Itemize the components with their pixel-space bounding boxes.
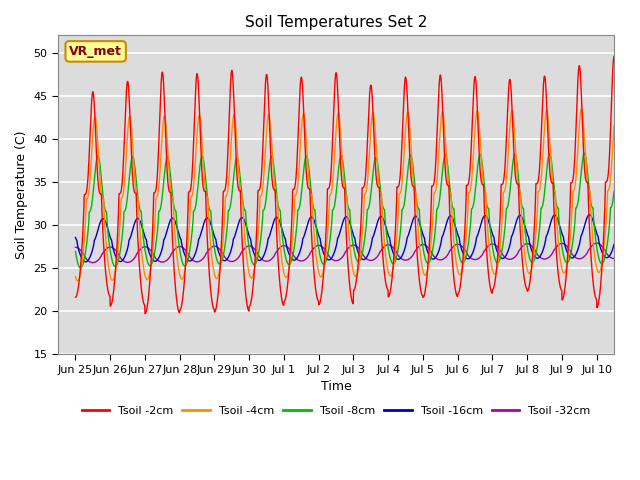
Legend: Tsoil -2cm, Tsoil -4cm, Tsoil -8cm, Tsoil -16cm, Tsoil -32cm: Tsoil -2cm, Tsoil -4cm, Tsoil -8cm, Tsoi… xyxy=(77,401,595,420)
Text: VR_met: VR_met xyxy=(69,45,122,58)
Title: Soil Temperatures Set 2: Soil Temperatures Set 2 xyxy=(245,15,428,30)
X-axis label: Time: Time xyxy=(321,380,351,393)
Y-axis label: Soil Temperature (C): Soil Temperature (C) xyxy=(15,131,28,259)
